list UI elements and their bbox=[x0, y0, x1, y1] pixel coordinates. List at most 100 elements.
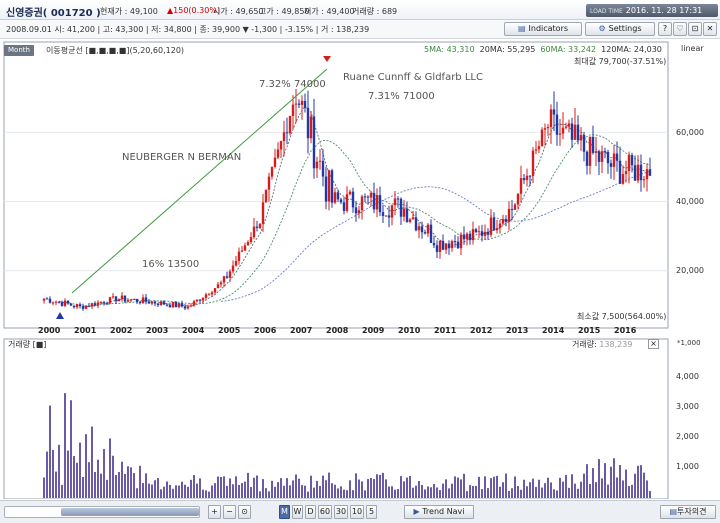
volume-bar bbox=[223, 476, 225, 498]
candle bbox=[69, 303, 73, 306]
help-button[interactable]: ? bbox=[658, 22, 672, 36]
candle bbox=[132, 298, 136, 300]
period-button-W[interactable]: W bbox=[292, 505, 303, 519]
candle bbox=[558, 133, 562, 135]
period-button-5[interactable]: 5 bbox=[366, 505, 377, 519]
candle bbox=[342, 202, 346, 211]
chart-scrollbar[interactable] bbox=[4, 506, 200, 518]
candle bbox=[489, 217, 493, 235]
period-button-10[interactable]: 10 bbox=[350, 505, 364, 519]
quote-high: 고가 : 49,850 bbox=[259, 7, 310, 16]
candle bbox=[291, 104, 295, 117]
indicators-button[interactable]: ▤ Indicators bbox=[504, 22, 582, 36]
period-button-60[interactable]: 60 bbox=[318, 505, 332, 519]
candle bbox=[228, 271, 232, 278]
vol-y-tick: 4,000 bbox=[676, 372, 699, 381]
volume-value-label: 거래량: bbox=[572, 340, 597, 349]
quote-open: 시가 : 49,650 bbox=[213, 7, 264, 16]
annotation-pct-low: 16% 13500 bbox=[142, 259, 200, 270]
volume-bar bbox=[67, 450, 69, 498]
settings-button[interactable]: ⚙ Settings bbox=[585, 22, 655, 36]
candle bbox=[105, 303, 109, 305]
trend-navi-button[interactable]: ▶ Trend Navi bbox=[404, 505, 474, 519]
volume-bar bbox=[367, 479, 369, 498]
volume-bar bbox=[247, 472, 249, 498]
indicators-label: Indicators bbox=[528, 24, 569, 33]
candle bbox=[276, 149, 280, 158]
candle bbox=[510, 208, 514, 210]
candle bbox=[84, 305, 88, 309]
volume-bar bbox=[532, 478, 534, 498]
candle bbox=[534, 149, 538, 151]
period-tab-month[interactable]: Month bbox=[4, 45, 34, 56]
period-button-D[interactable]: D bbox=[305, 505, 316, 519]
capture-icon[interactable]: ⊡ bbox=[688, 22, 702, 36]
candle bbox=[180, 303, 184, 307]
favorite-icon[interactable]: ♡ bbox=[673, 22, 687, 36]
volume-bar bbox=[259, 491, 261, 498]
candle bbox=[192, 301, 196, 306]
x-tick-year: 2003 bbox=[146, 326, 169, 335]
volume-bar bbox=[619, 465, 621, 498]
volume-bar bbox=[637, 465, 639, 498]
candle bbox=[639, 164, 643, 181]
candle bbox=[501, 219, 505, 224]
reset-button[interactable]: ⊙ bbox=[238, 505, 251, 519]
investor-opinion-button[interactable]: ▤투자의견 bbox=[660, 505, 716, 519]
annotation-pct-ruane: 7.31% 71000 bbox=[368, 91, 435, 102]
scroll-thumb[interactable] bbox=[61, 508, 199, 516]
arrow-icon: ▶ bbox=[413, 507, 423, 516]
zoom-in-button[interactable]: + bbox=[208, 505, 221, 519]
candle bbox=[444, 243, 448, 250]
candle bbox=[111, 296, 115, 298]
x-tick-year: 2005 bbox=[218, 326, 241, 335]
volume-bar bbox=[403, 481, 405, 498]
volume-bar bbox=[382, 472, 384, 498]
volume-bar bbox=[175, 485, 177, 498]
period-button-M[interactable]: M bbox=[279, 505, 290, 519]
volume-bar bbox=[226, 485, 228, 498]
candle bbox=[540, 129, 544, 147]
volume-bar bbox=[208, 491, 210, 498]
candle bbox=[123, 295, 127, 302]
close-volume-pane[interactable]: × bbox=[648, 339, 659, 349]
annotation-neuberger: NEUBERGER N BERMAN bbox=[122, 152, 242, 163]
indicator-label[interactable]: 이동평균선 [■,■,■,■](5,20,60,120) bbox=[46, 46, 185, 55]
x-tick-year: 2012 bbox=[470, 326, 493, 335]
candle bbox=[126, 300, 130, 302]
stock-chart[interactable] bbox=[0, 39, 720, 499]
moving-average-line bbox=[220, 170, 651, 302]
candle bbox=[519, 178, 523, 194]
volume-bar bbox=[289, 485, 291, 498]
candle bbox=[87, 305, 91, 307]
period-button-30[interactable]: 30 bbox=[334, 505, 348, 519]
volume-bar bbox=[430, 487, 432, 498]
volume-bar bbox=[559, 477, 561, 498]
scale-toggle[interactable]: linear bbox=[681, 44, 704, 53]
candle bbox=[504, 219, 508, 222]
candle bbox=[102, 302, 106, 304]
candle bbox=[594, 151, 598, 153]
volume-bar bbox=[373, 479, 375, 498]
volume-bar bbox=[397, 489, 399, 498]
volume-bar bbox=[421, 484, 423, 498]
candle bbox=[312, 116, 316, 169]
candle bbox=[642, 179, 646, 181]
candle bbox=[585, 151, 589, 166]
candle bbox=[78, 304, 82, 307]
candle bbox=[645, 169, 649, 180]
volume-bar bbox=[460, 479, 462, 498]
volume-bar bbox=[451, 483, 453, 498]
x-tick-year: 2006 bbox=[254, 326, 277, 335]
volume-bar bbox=[298, 478, 300, 498]
candle bbox=[96, 302, 100, 306]
candle bbox=[621, 174, 625, 184]
close-icon[interactable]: ✕ bbox=[703, 22, 717, 36]
volume-bar bbox=[238, 485, 240, 498]
candle bbox=[279, 141, 283, 150]
zoom-out-button[interactable]: − bbox=[223, 505, 236, 519]
volume-bar bbox=[244, 481, 246, 498]
candle bbox=[381, 212, 385, 216]
volume-bar bbox=[49, 405, 51, 498]
x-tick-year: 2010 bbox=[398, 326, 421, 335]
